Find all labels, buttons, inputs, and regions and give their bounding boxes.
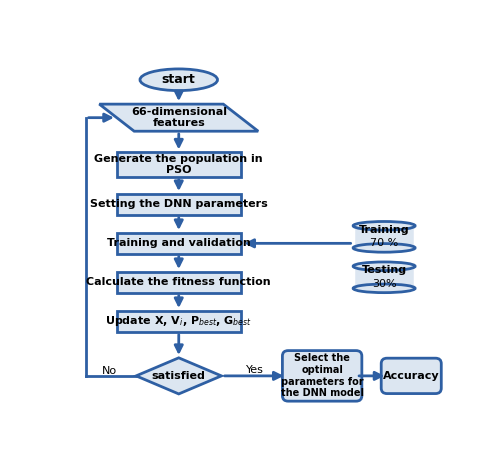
Text: Testing: Testing bbox=[362, 265, 406, 275]
Polygon shape bbox=[136, 358, 222, 394]
Text: 70 %: 70 % bbox=[370, 238, 398, 249]
Text: No: No bbox=[102, 366, 116, 376]
Text: Setting the DNN parameters: Setting the DNN parameters bbox=[90, 199, 268, 209]
Text: 66-dimensional
features: 66-dimensional features bbox=[131, 107, 227, 129]
Text: 30%: 30% bbox=[372, 279, 396, 289]
Text: Training and validation: Training and validation bbox=[107, 238, 251, 249]
FancyBboxPatch shape bbox=[381, 358, 442, 393]
Ellipse shape bbox=[353, 243, 415, 252]
Text: Calculate the fitness function: Calculate the fitness function bbox=[86, 277, 271, 287]
Bar bbox=[353, 266, 415, 288]
Ellipse shape bbox=[140, 69, 218, 91]
Bar bbox=[117, 194, 241, 215]
Text: satisfied: satisfied bbox=[152, 371, 206, 381]
Text: Accuracy: Accuracy bbox=[383, 371, 440, 381]
Ellipse shape bbox=[353, 284, 415, 293]
Text: Yes: Yes bbox=[246, 365, 264, 376]
Bar bbox=[353, 226, 415, 248]
Text: Update X, V$_i$, P$_{best}$, G$_{best}$: Update X, V$_i$, P$_{best}$, G$_{best}$ bbox=[106, 314, 252, 328]
Text: Training: Training bbox=[359, 225, 410, 234]
Polygon shape bbox=[100, 104, 258, 131]
Ellipse shape bbox=[353, 262, 415, 271]
Ellipse shape bbox=[353, 221, 415, 230]
Bar bbox=[117, 311, 241, 332]
Bar bbox=[117, 233, 241, 254]
Bar bbox=[117, 272, 241, 293]
Bar bbox=[117, 152, 241, 177]
Text: start: start bbox=[162, 73, 196, 86]
Text: Generate the population in
PSO: Generate the population in PSO bbox=[94, 154, 263, 175]
Text: Select the
optimal
parameters for
the DNN model: Select the optimal parameters for the DN… bbox=[280, 354, 363, 398]
FancyBboxPatch shape bbox=[282, 351, 362, 401]
